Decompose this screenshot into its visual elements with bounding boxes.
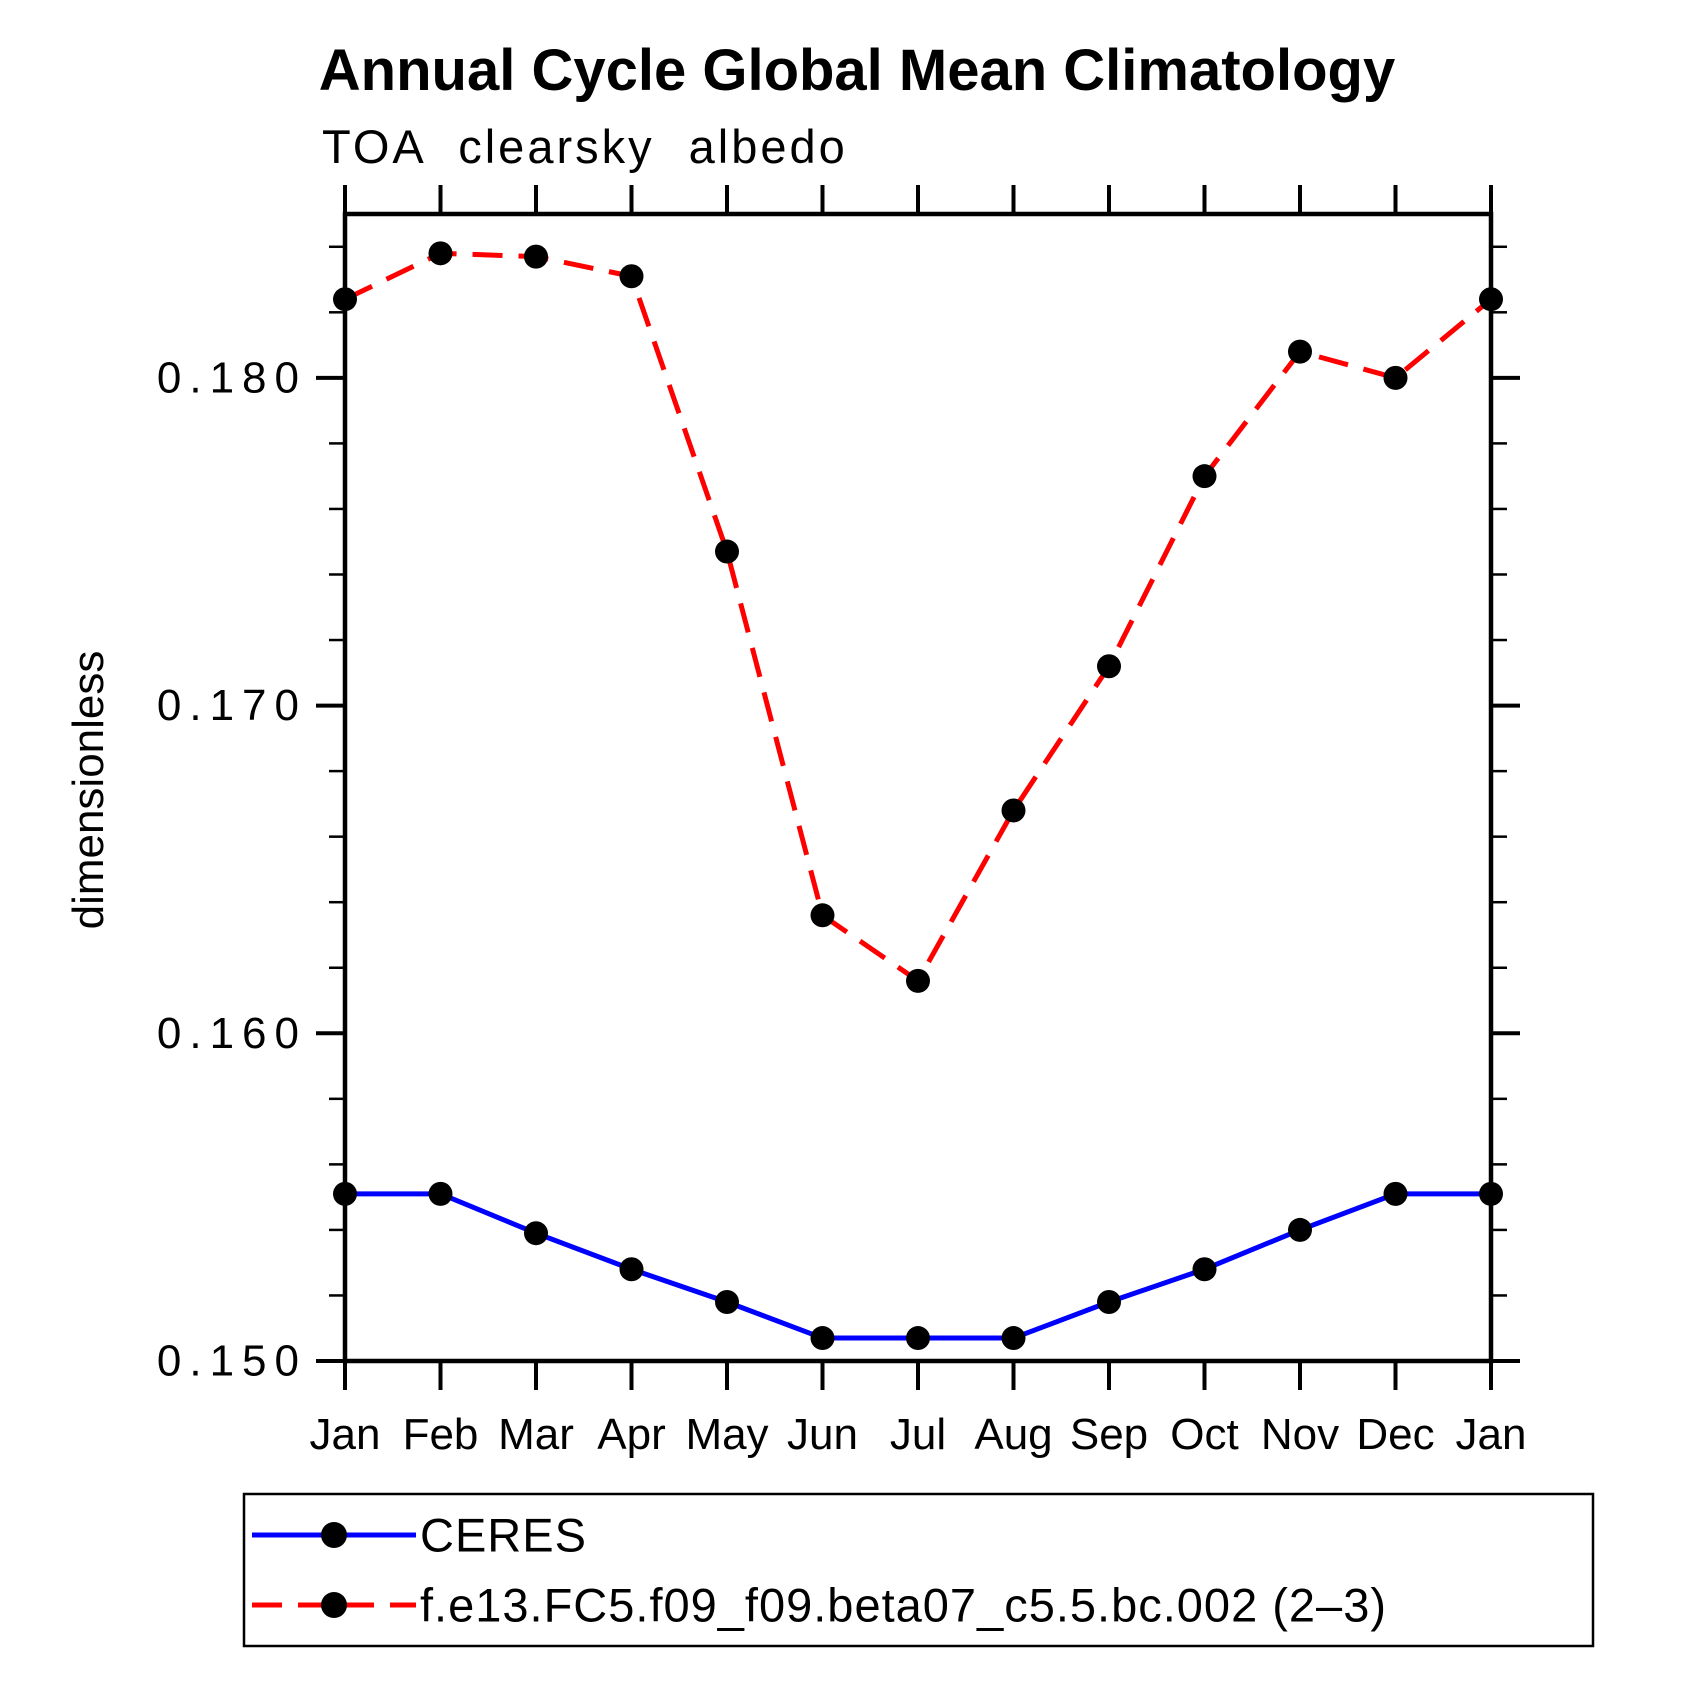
series-1-marker-Jan bbox=[333, 287, 357, 312]
legend-label-1: f.e13.FC5.f09_f09.beta07_c5.5.bc.002 (2–… bbox=[420, 1579, 1387, 1632]
y-tick-label: 0.150 bbox=[157, 1337, 307, 1386]
series-0-marker-Jan bbox=[333, 1181, 357, 1206]
series-0-marker-Nov bbox=[1288, 1217, 1312, 1242]
legend: CERES f.e13.FC5.f09_f09.beta07_c5.5.bc.00… bbox=[242, 1492, 1595, 1648]
series-0-marker-Jun bbox=[810, 1326, 835, 1351]
x-tick-label: Jul bbox=[890, 1410, 946, 1459]
x-tick-label: Apr bbox=[597, 1410, 665, 1459]
series-0-marker-Oct bbox=[1192, 1257, 1217, 1282]
series-line-0 bbox=[345, 1191, 1491, 1341]
x-tick-label: Dec bbox=[1356, 1410, 1434, 1459]
y-tick-label: 0.170 bbox=[157, 681, 307, 730]
series-1-marker-Aug bbox=[1001, 798, 1026, 823]
x-tick-label: Nov bbox=[1261, 1410, 1339, 1459]
series-1-marker-Feb bbox=[428, 241, 453, 266]
x-tick-label: Jan bbox=[1456, 1410, 1527, 1459]
chart-subtitle: TOA clearsky albedo bbox=[322, 120, 848, 173]
series-1-marker-May bbox=[715, 539, 739, 564]
x-tick-label: Aug bbox=[974, 1410, 1052, 1459]
x-tick-label: Mar bbox=[498, 1410, 574, 1459]
x-tick-label: Feb bbox=[403, 1410, 479, 1459]
series-1-marker-Jan bbox=[1479, 287, 1503, 312]
series-0-marker-May bbox=[715, 1290, 739, 1315]
y-tick-label: 0.180 bbox=[157, 353, 307, 402]
series-1-marker-Jun bbox=[810, 903, 835, 928]
series-0-marker-Apr bbox=[619, 1257, 644, 1282]
series-group bbox=[333, 241, 1503, 1351]
legend-marker-0 bbox=[321, 1522, 347, 1548]
series-line-1 bbox=[343, 250, 1493, 985]
axes: 0.150 0.160 0.170 0.180 Jan Feb Mar Apr May Jun Ju… bbox=[157, 185, 1527, 1459]
series-0-marker-Jan bbox=[1479, 1181, 1503, 1206]
y-axis-label: dimensionless bbox=[64, 651, 113, 930]
y-tick-label: 0.160 bbox=[157, 1009, 307, 1058]
legend-label-0: CERES bbox=[420, 1509, 587, 1562]
x-tick-label: Oct bbox=[1170, 1410, 1238, 1459]
series-1-marker-Oct bbox=[1192, 464, 1217, 489]
series-0-marker-Sep bbox=[1097, 1290, 1121, 1315]
chart-title: Annual Cycle Global Mean Climatology bbox=[319, 38, 1395, 103]
x-tick-label: Sep bbox=[1070, 1410, 1148, 1459]
series-1-marker-Apr bbox=[619, 264, 644, 289]
legend-box bbox=[242, 1492, 1595, 1648]
x-tick-label: May bbox=[685, 1410, 768, 1459]
series-1-marker-Dec bbox=[1383, 365, 1408, 390]
series-1-marker-Mar bbox=[524, 244, 548, 269]
series-0-marker-Dec bbox=[1383, 1181, 1408, 1206]
series-0-marker-Jul bbox=[906, 1326, 930, 1351]
x-tick-label: Jun bbox=[787, 1410, 858, 1459]
series-0-marker-Aug bbox=[1001, 1326, 1026, 1351]
series-0-marker-Mar bbox=[524, 1221, 548, 1246]
series-1-marker-Nov bbox=[1288, 339, 1312, 364]
plot-frame bbox=[342, 211, 1494, 1364]
series-1-marker-Jul bbox=[906, 968, 930, 993]
legend-marker-1 bbox=[321, 1592, 347, 1618]
series-1-marker-Sep bbox=[1097, 654, 1121, 679]
x-tick-label: Jan bbox=[310, 1410, 381, 1459]
series-0-marker-Feb bbox=[428, 1181, 453, 1206]
